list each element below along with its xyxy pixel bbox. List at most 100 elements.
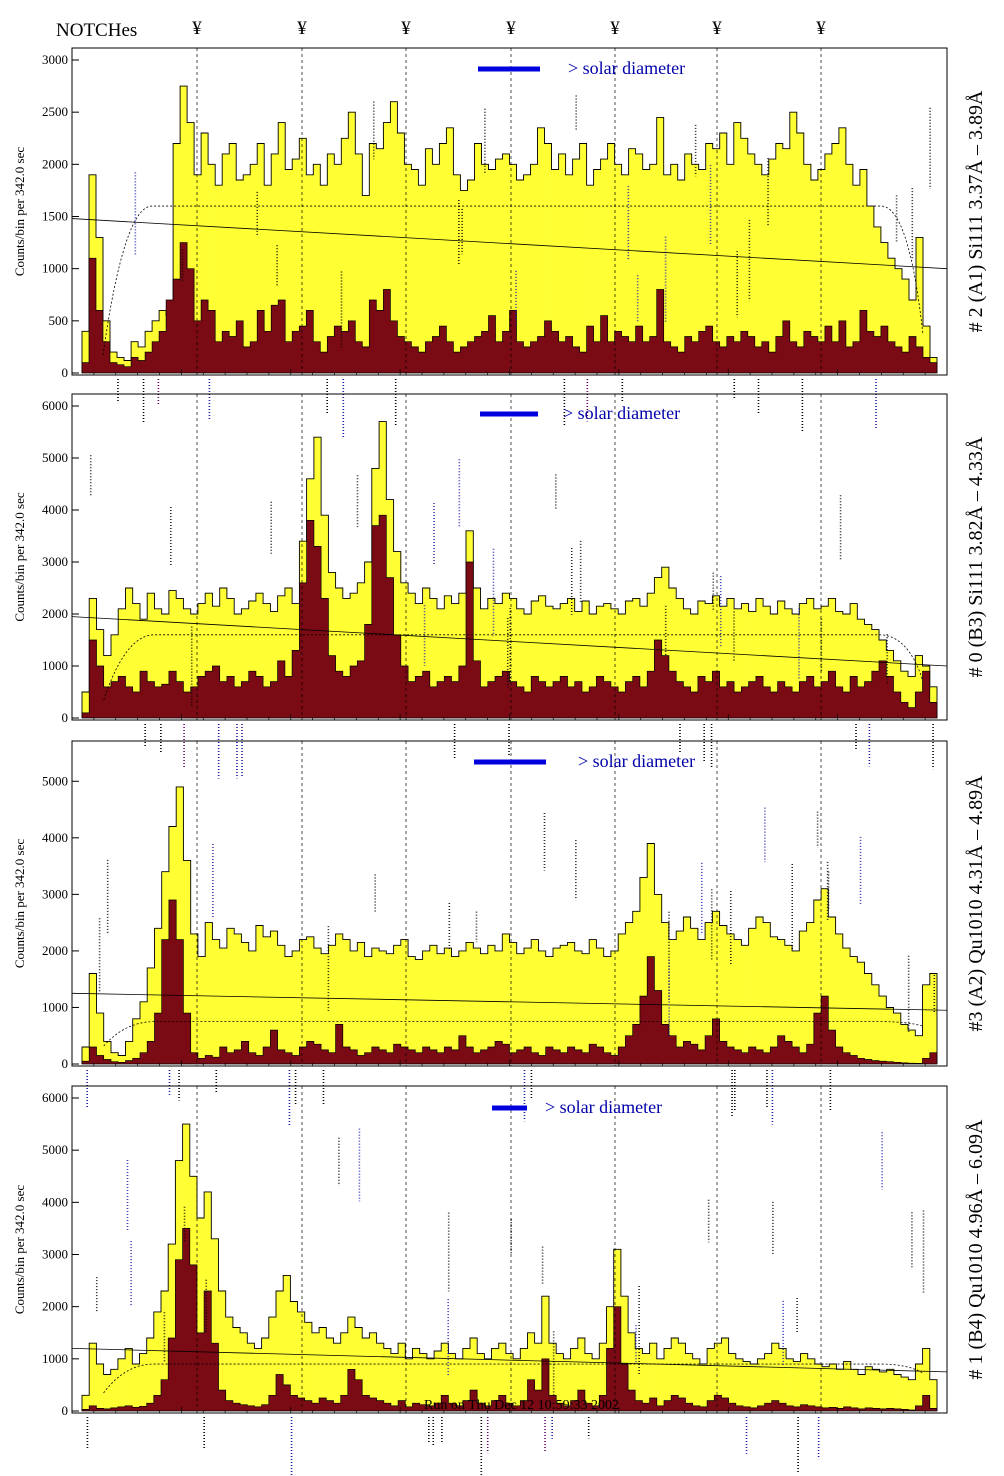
high-energy-series bbox=[81, 514, 938, 719]
total-bar bbox=[712, 595, 720, 718]
total-bar bbox=[498, 1343, 507, 1411]
total-bar bbox=[545, 606, 554, 718]
total-bar bbox=[625, 922, 633, 1064]
total-bar bbox=[342, 939, 351, 1064]
total-bar bbox=[894, 268, 903, 373]
total-bar bbox=[807, 1358, 816, 1411]
y-tick-label: 1000 bbox=[42, 1351, 68, 1366]
total-bar bbox=[677, 179, 686, 373]
total-bar bbox=[886, 1007, 894, 1064]
chart-panel-4: 0 1000 2000 3000 4000 5000 6000 Counts/bin per … bbox=[12, 1085, 987, 1476]
total-bar bbox=[451, 956, 460, 1064]
total-bar bbox=[383, 122, 391, 373]
total-bar bbox=[922, 326, 931, 373]
total-bar bbox=[480, 953, 489, 1064]
total-bar bbox=[110, 1052, 119, 1064]
total-bar bbox=[408, 593, 416, 718]
total-bar bbox=[755, 916, 764, 1064]
total-bar bbox=[236, 179, 244, 373]
total-bar bbox=[194, 174, 202, 373]
y-tick-label: 3000 bbox=[42, 52, 68, 67]
total-bar bbox=[491, 1348, 500, 1411]
total-bar bbox=[405, 1358, 413, 1411]
total-bar bbox=[408, 956, 416, 1064]
total-bar bbox=[642, 1353, 650, 1411]
total-bar bbox=[822, 1366, 830, 1411]
total-bar bbox=[268, 1317, 277, 1411]
total-bar bbox=[290, 1301, 298, 1411]
total-bar bbox=[355, 153, 363, 373]
total-bar bbox=[596, 606, 604, 718]
total-bar bbox=[842, 948, 851, 1064]
total-bar bbox=[705, 143, 714, 373]
total-bar bbox=[829, 1364, 837, 1411]
total-bar bbox=[404, 164, 412, 373]
total-bar bbox=[668, 939, 677, 1064]
total-bar bbox=[770, 936, 778, 1064]
total-bar bbox=[422, 950, 431, 1064]
total-bar bbox=[118, 1055, 126, 1064]
total-bar bbox=[218, 1291, 226, 1411]
total-bar bbox=[390, 1353, 399, 1411]
total-bar bbox=[400, 582, 409, 718]
total-bar bbox=[763, 922, 771, 1064]
total-bar bbox=[335, 933, 344, 1064]
total-bar bbox=[320, 185, 328, 373]
total-bar bbox=[656, 117, 664, 373]
total-bar bbox=[632, 598, 641, 718]
total-bar bbox=[887, 258, 896, 373]
total-bar bbox=[321, 953, 329, 1064]
total-bar bbox=[125, 588, 134, 718]
total-bar bbox=[771, 1343, 780, 1411]
total-bar bbox=[886, 1369, 895, 1411]
total-bar bbox=[257, 143, 265, 373]
notches-label: NOTCHes bbox=[56, 20, 138, 41]
total-bar bbox=[750, 1364, 758, 1411]
total-bar bbox=[698, 169, 707, 373]
total-bar bbox=[908, 676, 916, 718]
chart-panel-2: 0 1000 2000 3000 4000 5000 6000 Counts/bin per … bbox=[12, 393, 987, 779]
total-bar bbox=[444, 948, 452, 1064]
total-bar bbox=[705, 603, 713, 718]
total-bar bbox=[799, 603, 807, 718]
total-bar bbox=[226, 598, 235, 718]
total-bar bbox=[89, 973, 97, 1064]
total-bar bbox=[784, 945, 793, 1064]
total-bar bbox=[299, 138, 307, 373]
total-bar bbox=[444, 595, 452, 718]
total-bar bbox=[714, 1343, 722, 1411]
total-bar bbox=[572, 159, 580, 373]
total-bar bbox=[466, 942, 474, 1064]
total-bar bbox=[132, 1364, 140, 1411]
total-bar bbox=[784, 608, 793, 718]
total-bar bbox=[502, 933, 510, 1064]
y-tick-label: 5000 bbox=[42, 450, 68, 465]
total-bar bbox=[661, 922, 670, 1064]
legend-text: > solar diameter bbox=[545, 1097, 662, 1117]
total-bar bbox=[132, 1018, 141, 1064]
total-bar bbox=[219, 948, 228, 1064]
total-bar bbox=[628, 1332, 636, 1411]
total-bar bbox=[813, 608, 822, 718]
total-bar bbox=[183, 608, 191, 718]
total-bar bbox=[460, 190, 468, 373]
total-bar bbox=[362, 195, 370, 373]
total-bar bbox=[335, 588, 344, 718]
total-bar bbox=[154, 928, 163, 1064]
total-bar bbox=[168, 1244, 176, 1411]
total-bar bbox=[103, 1041, 112, 1064]
total-bar bbox=[495, 603, 503, 718]
total-bar bbox=[118, 608, 126, 718]
total-bar bbox=[299, 939, 307, 1064]
total-bar bbox=[743, 1361, 751, 1411]
total-bar bbox=[362, 1337, 370, 1411]
total-bar bbox=[733, 122, 742, 373]
total-bar bbox=[741, 603, 749, 718]
total-bar bbox=[146, 1337, 155, 1411]
total-bar bbox=[495, 950, 503, 1064]
total-bar bbox=[699, 1364, 708, 1411]
total-bar bbox=[523, 614, 532, 718]
total-bar bbox=[350, 593, 358, 718]
total-bar bbox=[586, 185, 594, 373]
y-tick-label: 6000 bbox=[42, 1090, 68, 1105]
